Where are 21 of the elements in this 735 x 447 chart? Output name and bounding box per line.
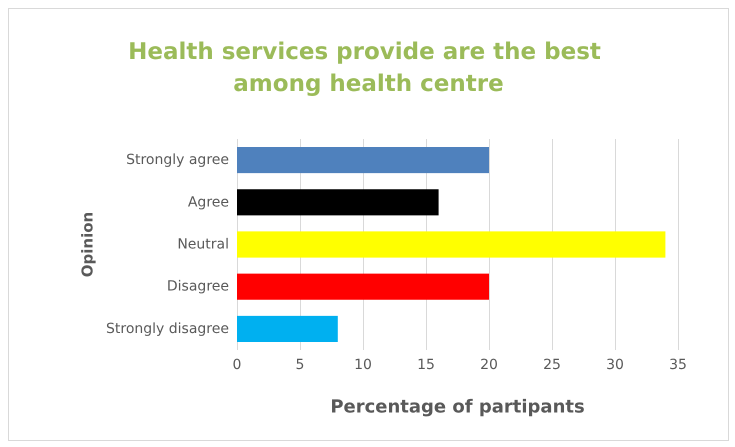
y-axis-title: Opinion (78, 212, 97, 278)
x-tick-label: 10 (354, 357, 372, 373)
y-tick-label: Strongly agree (126, 152, 229, 168)
bar (237, 231, 666, 258)
x-tick-label: 0 (232, 357, 242, 373)
bar (237, 316, 338, 342)
bar (237, 274, 489, 300)
y-tick-label: Neutral (177, 236, 229, 252)
x-tick-label: 15 (417, 357, 435, 373)
y-tick-label: Agree (188, 194, 229, 210)
y-tick-label: Strongly disagree (106, 320, 229, 337)
x-tick-label: 35 (669, 357, 687, 373)
x-tick-label: 25 (543, 357, 561, 373)
x-tick-label: 30 (606, 357, 624, 373)
x-axis-title: Percentage of partipants (330, 396, 585, 418)
y-tick-label: Disagree (166, 278, 229, 295)
bar (237, 147, 489, 174)
x-tick-label: 5 (296, 357, 304, 373)
x-tick-label: 20 (480, 357, 498, 373)
bar (237, 189, 439, 216)
chart-title: Health services provide are the best among health centre (128, 39, 609, 97)
